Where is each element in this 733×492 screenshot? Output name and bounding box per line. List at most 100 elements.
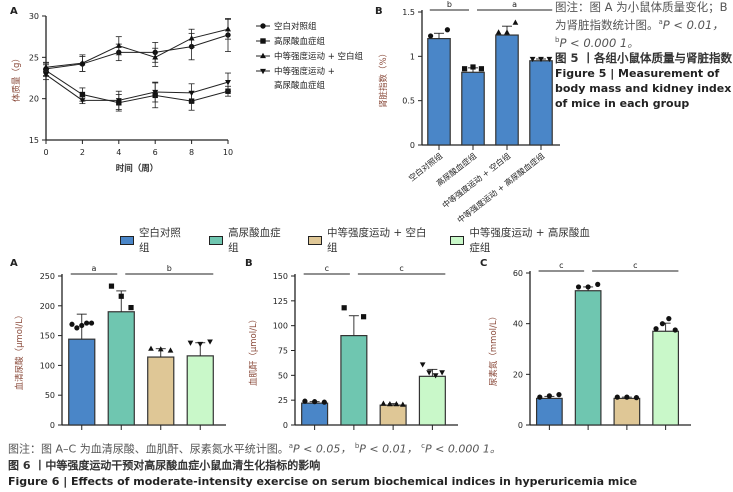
y-tick-label: 25 [29, 53, 39, 62]
data-point [79, 59, 86, 66]
data-point [546, 56, 553, 63]
data-point [387, 401, 393, 407]
legend-item: 中等强度运动 + 空白组 [308, 225, 428, 255]
y-tick-label: 20 [513, 370, 523, 379]
data-point [197, 341, 204, 348]
y-axis-title: 血肌酐（μmol/L） [248, 315, 259, 386]
data-point [74, 325, 80, 331]
legend-swatch [120, 235, 134, 245]
data-point [393, 401, 400, 407]
data-point [84, 320, 90, 326]
data-point [461, 66, 468, 72]
x-tick-label: 6 [153, 148, 158, 157]
x-tick-label: 2 [80, 148, 85, 157]
data-point [614, 394, 620, 400]
data-point [426, 370, 432, 376]
legend-marker [260, 23, 266, 29]
y-tick-label: 1.5 [402, 8, 415, 17]
data-point [380, 400, 387, 406]
y-tick-label: 40 [513, 320, 523, 329]
data-point [546, 393, 552, 399]
bar [574, 290, 602, 426]
legend-swatch [308, 235, 323, 245]
data-point [225, 25, 231, 32]
legend-label: 高尿酸血症组 [274, 80, 326, 91]
data-point [595, 281, 601, 287]
data-point [79, 91, 86, 98]
data-point [504, 29, 510, 35]
panel-label: C [480, 258, 487, 269]
bar [418, 375, 446, 426]
bar [107, 311, 135, 426]
figure5-caption: 图注：图 A 为小鼠体质量变化；B 为肾脏指数统计图。aP < 0.01，bP … [555, 0, 733, 111]
y-tick-label: 1 [410, 52, 415, 61]
y-tick-label: 50 [45, 391, 55, 400]
figure5-title-en: Figure 5 | Measurement of body mass and … [555, 66, 732, 110]
y-tick-label: 150 [40, 332, 55, 341]
bar [427, 37, 451, 146]
data-point [478, 66, 485, 72]
bar [529, 60, 553, 146]
panel-label: A [10, 6, 18, 17]
bar [379, 404, 407, 426]
y-tick-label: 0 [50, 421, 55, 430]
y-tick-label: 100 [40, 361, 55, 370]
data-point [157, 346, 164, 352]
x-tick-label: 0 [43, 148, 48, 157]
y-tick-label: 250 [40, 272, 55, 281]
y-tick-label: 60 [513, 269, 523, 278]
legend-label: 空白对照组 [274, 21, 317, 32]
y-tick-label: 100 [273, 322, 288, 331]
data-point [399, 401, 406, 407]
significance-label: c [633, 261, 637, 270]
data-point [118, 293, 124, 299]
legend-marker [260, 68, 266, 75]
legend-marker [260, 38, 266, 44]
data-point [470, 64, 476, 70]
significance-label: a [92, 264, 97, 273]
data-point [653, 326, 659, 332]
data-point [495, 29, 502, 35]
data-point [79, 98, 86, 104]
data-point [439, 370, 445, 376]
data-point [666, 316, 672, 322]
serum-creatinine-bar-chart: B 0 25 50 75 100 125 150 血肌酐（μmol/L） c c [245, 258, 458, 430]
data-point [556, 392, 562, 398]
bar [68, 338, 96, 426]
significance-label: c [399, 264, 403, 273]
data-point [69, 321, 75, 327]
data-point [108, 283, 115, 289]
series-line [45, 28, 229, 68]
data-point [538, 56, 544, 63]
data-point [152, 54, 159, 60]
data-point [672, 327, 678, 333]
data-point [624, 394, 630, 400]
data-point [225, 79, 231, 86]
data-point [187, 340, 194, 346]
y-tick-label: 0 [518, 421, 523, 430]
legend-label: 中等强度运动 + 空白组 [274, 51, 364, 62]
data-point [302, 398, 308, 404]
data-point [419, 362, 426, 368]
data-point [585, 284, 591, 290]
data-point [152, 89, 159, 96]
y-tick-label: 75 [278, 347, 288, 356]
serum-uric-acid-bar-chart: A 0 50 100 150 200 250 血清尿酸（μmol/L） a b [10, 258, 226, 430]
data-point [537, 394, 543, 400]
legend-swatch [209, 235, 224, 245]
figure6-note: 图注：图 A–C 为血清尿酸、血肌酐、尿素氮水平统计图。aP < 0.05， b… [8, 442, 501, 456]
urea-nitrogen-bar-chart: C 0 20 40 60 尿素氮（mmol/L） c c [480, 258, 691, 430]
bar [186, 355, 214, 426]
y-axis-title: 肾脏指数（%） [378, 49, 389, 108]
y-tick-label: 0 [283, 421, 288, 430]
series-line [45, 70, 229, 104]
data-point [43, 64, 49, 70]
panel-label: A [10, 258, 18, 269]
data-point [115, 42, 122, 48]
data-point [115, 98, 122, 104]
data-point [43, 72, 49, 78]
significance-label: a [512, 0, 517, 9]
data-point [444, 27, 451, 33]
